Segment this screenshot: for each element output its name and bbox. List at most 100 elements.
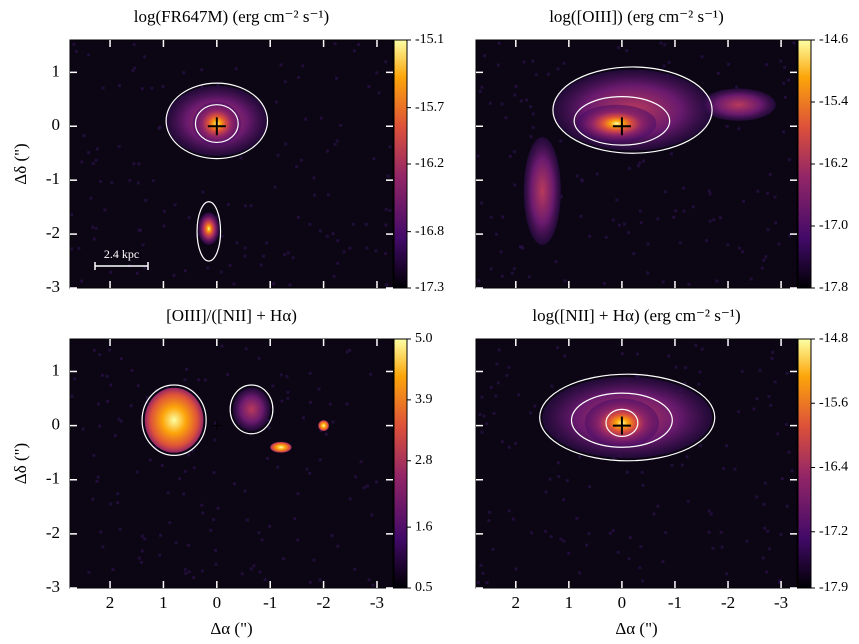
noise-pixel (96, 475, 100, 479)
noise-pixel (206, 266, 210, 270)
noise-pixel (187, 570, 191, 574)
y-axis-label: Δδ (") (11, 443, 30, 484)
noise-pixel (82, 134, 86, 138)
noise-pixel (91, 225, 95, 229)
noise-pixel (98, 424, 102, 428)
noise-pixel (187, 216, 191, 220)
noise-pixel (785, 371, 789, 375)
noise-pixel (354, 475, 358, 479)
noise-pixel (367, 578, 371, 582)
noise-pixel (670, 463, 674, 467)
noise-pixel (328, 402, 332, 406)
noise-pixel (234, 67, 238, 71)
noise-pixel (98, 353, 102, 357)
colorbar-tick-label: -15.6 (819, 395, 848, 410)
noise-pixel (727, 62, 731, 66)
noise-pixel (763, 481, 767, 485)
noise-pixel (286, 390, 290, 394)
noise-pixel (587, 532, 591, 536)
noise-pixel (117, 417, 121, 421)
colorbar-tick-label: -16.4 (819, 460, 848, 475)
noise-pixel (173, 203, 177, 207)
noise-pixel (477, 279, 481, 283)
noise-pixel (201, 190, 205, 194)
noise-pixel (519, 99, 523, 103)
noise-pixel (135, 271, 139, 275)
noise-pixel (709, 512, 713, 516)
noise-pixel (522, 60, 526, 64)
noise-pixel (226, 202, 230, 206)
noise-pixel (336, 261, 340, 265)
noise-pixel (514, 441, 518, 445)
noise-pixel (555, 346, 559, 350)
noise-pixel (70, 213, 74, 217)
noise-pixel (293, 517, 297, 521)
noise-pixel (611, 528, 615, 532)
noise-pixel (684, 366, 688, 370)
noise-pixel (138, 228, 142, 232)
noise-pixel (782, 81, 786, 85)
noise-pixel (384, 252, 388, 256)
noise-pixel (352, 49, 356, 53)
noise-pixel (788, 234, 792, 238)
noise-pixel (308, 222, 312, 226)
noise-pixel (697, 382, 701, 386)
noise-pixel (119, 419, 123, 423)
contour (194, 104, 239, 144)
panel: [OIII]/([NII] + Hα) 2 1 0 -1 -2 -3 1 0 -1 -2 -3 Δα (… (11, 306, 433, 638)
noise-pixel (478, 412, 482, 416)
noise-pixel (785, 504, 789, 508)
noise-pixel (364, 222, 368, 226)
noise-pixel (296, 538, 300, 542)
noise-pixel (687, 282, 691, 286)
noise-pixel (507, 445, 511, 449)
noise-pixel (213, 421, 217, 425)
contour (552, 66, 713, 154)
noise-pixel (641, 483, 645, 487)
noise-pixel (216, 214, 220, 218)
image-background (70, 339, 393, 588)
colorbar-gradient (797, 39, 812, 289)
noise-pixel (771, 350, 775, 354)
noise-pixel (784, 423, 788, 427)
noise-pixel (563, 354, 567, 358)
noise-pixel (764, 255, 768, 259)
noise-pixel (485, 581, 489, 585)
noise-pixel (301, 416, 305, 420)
noise-pixel (137, 556, 141, 560)
noise-pixel (725, 572, 729, 576)
noise-pixel (257, 531, 261, 535)
noise-pixel (529, 135, 533, 139)
noise-pixel (308, 471, 312, 475)
colorbar-tick-label: 2.8 (415, 453, 433, 468)
colorbar-tick-label: -14.6 (819, 32, 848, 47)
noise-pixel (165, 386, 169, 390)
noise-pixel (348, 246, 352, 250)
noise-pixel (151, 179, 155, 183)
noise-pixel (339, 123, 343, 127)
colorbar-tick-label: -16.8 (415, 224, 444, 239)
noise-pixel (578, 455, 582, 459)
noise-pixel (612, 456, 616, 460)
noise-pixel (233, 482, 237, 486)
noise-pixel (622, 222, 626, 226)
noise-pixel (779, 532, 783, 536)
colorbar: 5.0 3.9 2.8 1.6 0.5 (393, 331, 433, 595)
noise-pixel (105, 399, 109, 403)
noise-pixel (243, 254, 247, 258)
noise-pixel (549, 535, 553, 539)
noise-pixel (200, 85, 204, 89)
noise-pixel (291, 256, 295, 260)
noise-pixel (563, 279, 567, 283)
noise-pixel (280, 399, 284, 403)
scale-bar-label: 2.4 kpc (104, 247, 139, 261)
noise-pixel (556, 461, 560, 465)
noise-pixel (680, 463, 684, 467)
noise-pixel (386, 174, 390, 178)
y-tick-label: -1 (46, 169, 60, 188)
noise-pixel (792, 41, 796, 45)
noise-pixel (611, 218, 615, 222)
noise-pixel (263, 578, 267, 582)
noise-pixel (70, 394, 74, 398)
y-tick-label: -2 (46, 523, 60, 542)
